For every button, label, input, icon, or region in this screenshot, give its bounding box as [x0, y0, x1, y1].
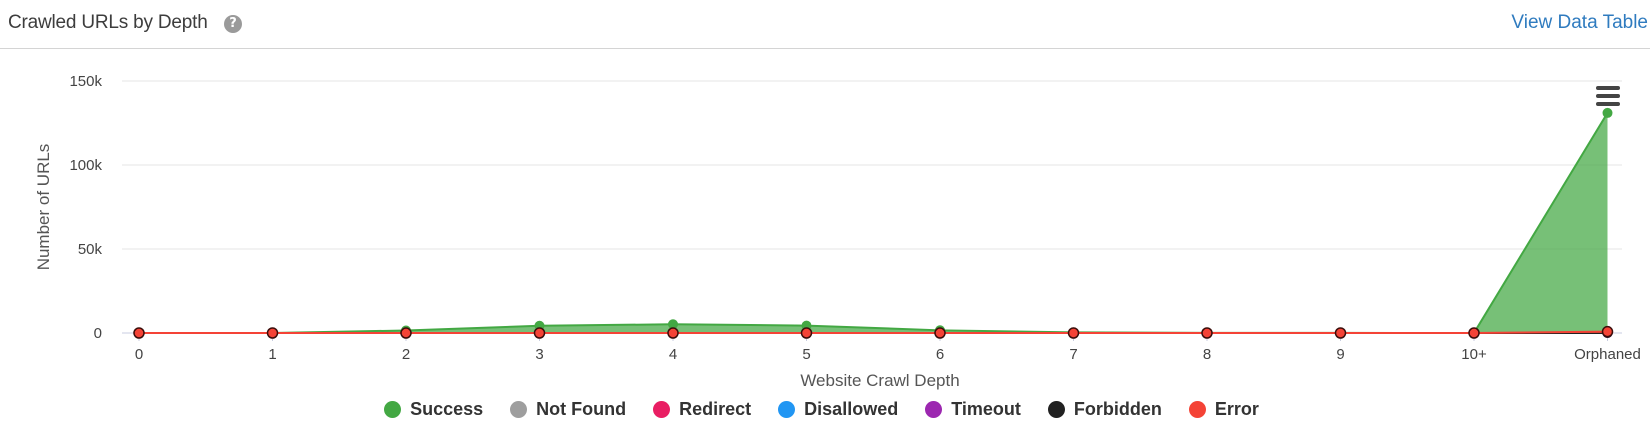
y-tick-label: 0: [94, 325, 102, 342]
x-tick-label: 9: [1336, 346, 1344, 363]
data-point-error: [533, 327, 546, 339]
legend-marker: [384, 400, 402, 418]
series-layer: [138, 112, 1609, 334]
legend-marker: [1047, 400, 1065, 418]
series-area: [139, 112, 1608, 333]
legend-label: Success: [410, 398, 484, 419]
data-point-error: [400, 327, 412, 339]
y-tick-label: 100k: [69, 157, 102, 174]
data-point-error: [1468, 327, 1480, 339]
y-tick-label: 50k: [78, 241, 103, 258]
data-point-success: [668, 319, 678, 330]
view-data-table-link[interactable]: View Data Table: [1511, 12, 1648, 33]
x-tick-label: 5: [802, 346, 810, 363]
x-axis: 0 1 2 3 4 5 6 7 8 9 10+ Orphaned: [135, 333, 1641, 363]
panel-title: Crawled URLs by Depth: [8, 12, 208, 33]
x-tick-label: 7: [1069, 346, 1077, 363]
hamburger-menu-icon[interactable]: [1596, 86, 1620, 108]
legend-label: Not Found: [536, 398, 627, 419]
chart-legend: Success Not Found Redirect Disallowed Timeou…: [0, 395, 1650, 423]
legend-label: Timeout: [951, 398, 1021, 419]
data-point-error: [934, 327, 946, 339]
y-tick-label: 150k: [69, 73, 102, 90]
data-point-error: [1601, 325, 1614, 338]
legend-item-error[interactable]: Error: [1188, 398, 1259, 420]
legend-label: Forbidden: [1073, 398, 1162, 419]
legend-marker: [510, 400, 528, 418]
legend-label: Error: [1214, 398, 1259, 419]
marker-layer: [133, 107, 1614, 339]
data-point-error: [266, 327, 279, 339]
x-tick-label: 6: [936, 346, 944, 363]
x-tick-label: 3: [535, 346, 543, 363]
data-point-error: [667, 327, 679, 339]
data-point-error: [800, 327, 813, 339]
grid-lines: [122, 80, 1622, 334]
data-point-error: [1334, 327, 1347, 339]
x-tick-label: 0: [135, 346, 143, 363]
x-tick-label: 4: [669, 346, 677, 363]
question-circle-icon[interactable]: ?: [224, 15, 242, 33]
x-tick-label: 10+: [1461, 346, 1487, 363]
legend-marker: [653, 400, 671, 418]
x-tick-label: 8: [1203, 346, 1211, 363]
x-axis-title: Website Crawl Depth: [800, 371, 959, 390]
y-axis-title: Number of URLs: [34, 144, 53, 271]
legend-item-disallowed[interactable]: Disallowed: [778, 399, 898, 420]
legend-item-timeout[interactable]: Timeout: [925, 399, 1021, 420]
data-point-error: [1067, 327, 1080, 339]
legend-item-redirect[interactable]: Redirect: [653, 399, 751, 420]
data-point-success: [1602, 107, 1613, 118]
series-line: [138, 112, 1609, 334]
series-line: [139, 330, 1608, 334]
panel-header: Crawled URLs by Depth ? View Data Table: [0, 0, 1650, 49]
legend-item-not-found[interactable]: Not Found: [510, 399, 626, 420]
data-point-error: [1201, 327, 1213, 339]
area-chart: 0 50k 100k 150k 0 1 2 3 4 5 6 7 8 9 10+ Orphaned Numbe…: [34, 73, 1641, 390]
y-axis-ticks: 0 50k 100k 150k: [69, 73, 102, 342]
legend-label: Disallowed: [804, 398, 899, 419]
legend-marker: [778, 400, 796, 418]
legend-marker: [1188, 400, 1206, 418]
data-point-error: [133, 327, 145, 339]
legend-item-forbidden[interactable]: Forbidden: [1047, 398, 1162, 420]
x-tick-label: 2: [402, 346, 410, 363]
x-tick-label: Orphaned: [1574, 346, 1641, 363]
legend-marker: [925, 400, 943, 418]
x-tick-label: 1: [268, 346, 276, 363]
legend-label: Redirect: [679, 398, 752, 419]
legend-item-success[interactable]: Success: [384, 399, 483, 420]
